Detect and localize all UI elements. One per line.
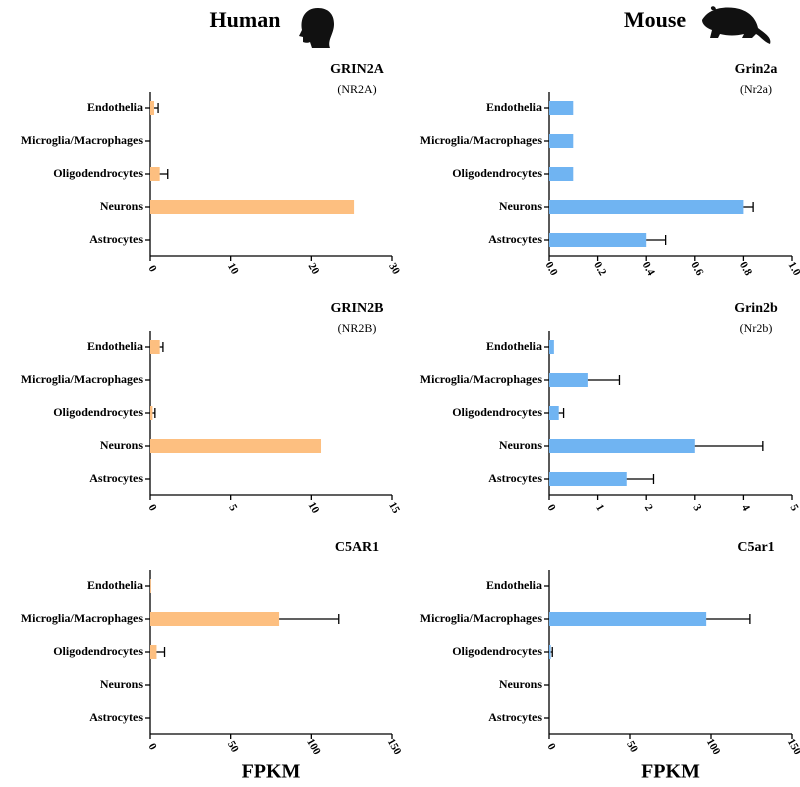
bar [150, 167, 160, 181]
bar [150, 645, 157, 659]
x-tick-label: 20 [306, 261, 322, 277]
y-tick-label: Microglia/Macrophages [21, 372, 144, 386]
x-tick-label: 0 [545, 502, 558, 513]
x-tick-label: 2 [642, 502, 655, 513]
y-tick-label: Astrocytes [488, 710, 542, 724]
chart-title: C5AR1 [335, 540, 379, 555]
x-tick-label: 50 [225, 739, 241, 755]
x-tick-label: 0 [146, 741, 159, 752]
x-tick-label: 15 [386, 500, 402, 516]
x-tick-label: 0 [146, 263, 159, 274]
y-tick-label: Neurons [100, 438, 143, 452]
x-tick-label: 10 [306, 500, 322, 516]
y-tick-label: Neurons [499, 199, 542, 213]
y-tick-label: Neurons [499, 677, 542, 691]
column-title: Human [210, 7, 281, 32]
y-tick-label: Astrocytes [89, 710, 143, 724]
bar [549, 134, 574, 148]
bar [150, 612, 280, 626]
chart-title: C5ar1 [737, 540, 774, 555]
y-tick-label: Microglia/Macrophages [21, 133, 144, 147]
y-tick-label: Microglia/Macrophages [420, 372, 543, 386]
x-tick-label: 10 [225, 261, 241, 277]
y-tick-label: Astrocytes [89, 471, 143, 485]
x-tick-label: 150 [785, 737, 800, 758]
x-tick-label: 0.4 [640, 260, 658, 278]
y-tick-label: Oligodendrocytes [452, 405, 542, 419]
x-axis-label: FPKM [242, 761, 301, 783]
column-title: Mouse [624, 7, 687, 32]
chart-title: Grin2a [735, 62, 778, 77]
bar [549, 439, 695, 453]
bar [549, 200, 744, 214]
y-tick-label: Neurons [499, 438, 542, 452]
y-tick-label: Endothelia [87, 100, 143, 114]
y-tick-label: Microglia/Macrophages [420, 133, 543, 147]
bar [549, 645, 551, 659]
x-tick-label: 5 [226, 502, 239, 513]
x-tick-label: 30 [386, 261, 402, 277]
bar [150, 101, 155, 115]
y-tick-label: Astrocytes [488, 232, 542, 246]
x-tick-label: 50 [624, 739, 640, 755]
y-tick-label: Oligodendrocytes [53, 644, 143, 658]
chart-title: Grin2b [734, 301, 778, 316]
x-tick-label: 0.6 [688, 260, 706, 278]
bar [150, 439, 322, 453]
x-tick-label: 4 [739, 502, 752, 513]
y-tick-label: Neurons [100, 677, 143, 691]
y-tick-label: Microglia/Macrophages [420, 611, 543, 625]
bar [549, 233, 647, 247]
chart-title: GRIN2A [330, 62, 385, 77]
bar [549, 101, 574, 115]
y-tick-label: Oligodendrocytes [53, 166, 143, 180]
chart-subtitle: (NR2A) [337, 82, 376, 96]
bar [549, 472, 627, 486]
x-tick-label: 1.0 [786, 260, 800, 278]
y-tick-label: Oligodendrocytes [452, 166, 542, 180]
bar [150, 579, 151, 593]
x-tick-label: 3 [690, 502, 703, 513]
chart-subtitle: (NR2B) [338, 321, 377, 335]
bar [150, 200, 355, 214]
x-axis-label: FPKM [641, 761, 700, 783]
bar [150, 406, 153, 420]
x-tick-label: 0.8 [737, 260, 755, 278]
x-tick-label: 0.0 [543, 260, 561, 278]
x-tick-label: 1 [593, 502, 606, 513]
bar [549, 340, 554, 354]
y-tick-label: Endothelia [87, 578, 143, 592]
bar [549, 373, 588, 387]
chart-title: GRIN2B [331, 301, 384, 316]
x-tick-label: 100 [304, 737, 323, 758]
y-tick-label: Oligodendrocytes [452, 644, 542, 658]
y-tick-label: Endothelia [486, 100, 542, 114]
mouse-icon [702, 6, 771, 44]
y-tick-label: Neurons [100, 199, 143, 213]
x-tick-label: 0.2 [591, 260, 609, 278]
y-tick-label: Oligodendrocytes [53, 405, 143, 419]
y-tick-label: Astrocytes [89, 232, 143, 246]
x-tick-label: 0 [545, 741, 558, 752]
human-head-icon [299, 8, 334, 48]
bar [549, 612, 707, 626]
chart-subtitle: (Nr2b) [740, 321, 773, 335]
x-tick-label: 100 [704, 737, 723, 758]
x-tick-label: 5 [788, 502, 800, 513]
bar [549, 167, 574, 181]
bar [150, 340, 160, 354]
y-tick-label: Endothelia [486, 339, 542, 353]
x-tick-label: 0 [146, 502, 159, 513]
bar [549, 406, 559, 420]
chart-subtitle: (Nr2a) [740, 82, 772, 96]
y-tick-label: Microglia/Macrophages [21, 611, 144, 625]
y-tick-label: Endothelia [486, 578, 542, 592]
y-tick-label: Astrocytes [488, 471, 542, 485]
x-tick-label: 150 [385, 737, 404, 758]
y-tick-label: Endothelia [87, 339, 143, 353]
